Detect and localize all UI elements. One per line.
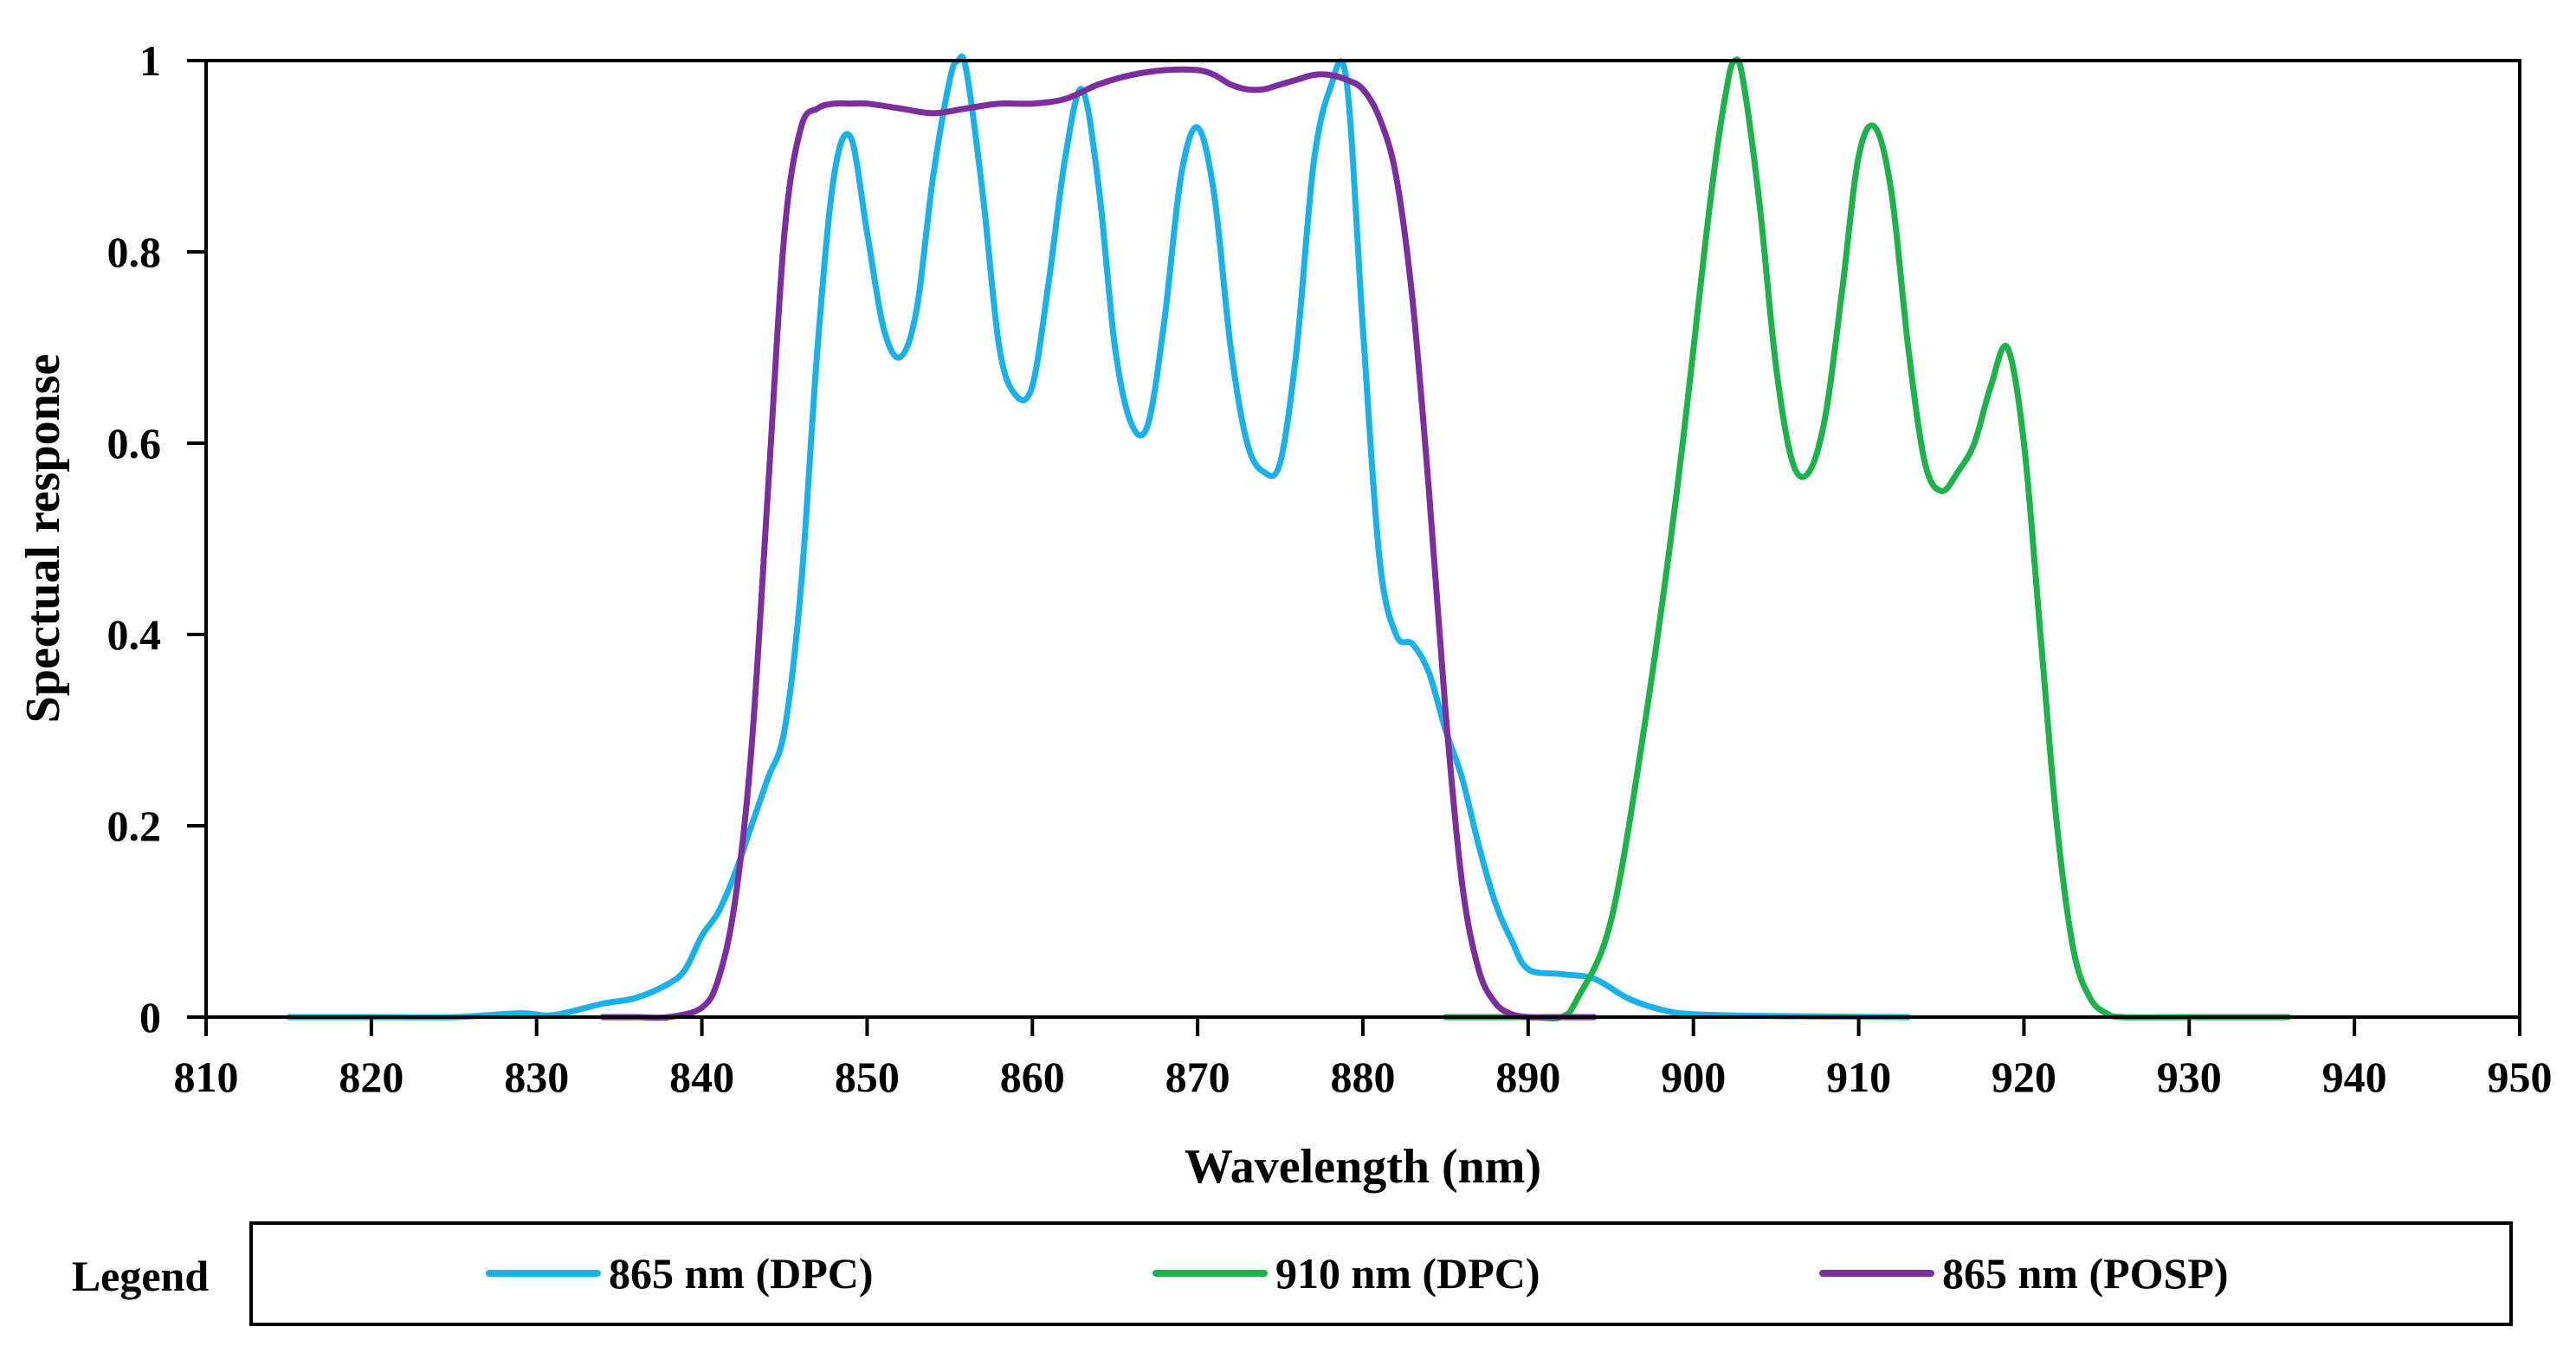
- y-tick-label-2: 0.4: [107, 610, 162, 659]
- x-tick-label-950: 950: [2488, 1053, 2553, 1101]
- legend-label-1: 865 nm (DPC): [609, 1249, 874, 1298]
- legend: Legend 865 nm (DPC) 910 nm (DPC) 865 nm (P…: [72, 1221, 2513, 1326]
- x-tick-label-840: 840: [669, 1053, 734, 1101]
- x-tick-label-910: 910: [1826, 1053, 1891, 1101]
- x-tick-label-820: 820: [339, 1053, 404, 1101]
- x-tick-label-870: 870: [1165, 1053, 1230, 1101]
- x-tick-label-850: 850: [835, 1053, 900, 1101]
- x-tick-label-920: 920: [1992, 1053, 2056, 1101]
- y-axis: 0 0.2 0.4 0.6 0.8 1: [107, 36, 206, 1041]
- x-axis-title: Wavelength (nm): [1185, 1140, 1541, 1194]
- x-tick-label-830: 830: [504, 1053, 569, 1101]
- legend-box: [249, 1221, 2513, 1326]
- legend-label-2: 910 nm (DPC): [1275, 1249, 1540, 1298]
- y-axis-title: Spectual response: [16, 354, 70, 724]
- x-tick-label-860: 860: [1000, 1053, 1065, 1101]
- legend-entries: 865 nm (DPC) 910 nm (DPC) 865 nm (POSP): [486, 1249, 2229, 1298]
- series-layer: [285, 53, 2292, 1022]
- series-line-2: [1442, 56, 2292, 1022]
- x-tick-label-880: 880: [1331, 1053, 1396, 1101]
- x-tick-label-810: 810: [174, 1053, 239, 1101]
- legend-title: Legend: [72, 1252, 210, 1300]
- x-axis: 810 820 830 840 850 860 870 880 890 900 910 920 930 9…: [174, 1017, 2553, 1101]
- x-tick-label-900: 900: [1661, 1053, 1726, 1101]
- series-line-3: [599, 66, 1598, 1021]
- y-tick-label-4: 0.8: [107, 228, 162, 276]
- legend-label-3: 865 nm (POSP): [1942, 1249, 2229, 1298]
- series-line-1: [285, 53, 1912, 1021]
- y-tick-label-3: 0.6: [107, 419, 162, 467]
- y-tick-label-1: 0.2: [107, 802, 162, 850]
- y-tick-label-5: 1: [139, 36, 161, 85]
- y-tick-label-0: 0: [139, 993, 161, 1041]
- x-tick-label-940: 940: [2322, 1053, 2387, 1101]
- x-tick-label-890: 890: [1495, 1053, 1560, 1101]
- x-tick-label-930: 930: [2157, 1053, 2222, 1101]
